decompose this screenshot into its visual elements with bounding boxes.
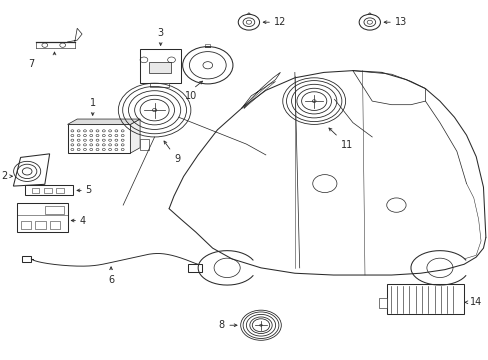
Text: 7: 7 (28, 59, 34, 69)
Bar (140, 49, 181, 83)
Bar (379, 298, 386, 309)
Bar (56, 188, 63, 193)
Text: 10: 10 (184, 91, 197, 101)
Bar (21, 256, 31, 262)
Bar (67, 125, 130, 153)
Text: 2: 2 (1, 171, 7, 181)
Bar (188, 264, 202, 272)
Bar (140, 139, 148, 149)
Text: 9: 9 (174, 154, 180, 164)
Text: 3: 3 (157, 28, 163, 39)
Text: 5: 5 (85, 185, 92, 195)
Circle shape (183, 46, 232, 84)
Text: 4: 4 (80, 216, 85, 225)
Text: 12: 12 (273, 17, 286, 27)
Bar (44, 206, 64, 214)
Bar (386, 284, 463, 315)
Circle shape (238, 14, 259, 30)
Bar (149, 83, 169, 87)
Text: 8: 8 (218, 320, 224, 330)
Circle shape (359, 14, 380, 30)
Text: 13: 13 (394, 17, 407, 27)
Bar (25, 185, 73, 195)
Text: 14: 14 (469, 297, 481, 307)
Bar (44, 188, 51, 193)
Bar (17, 203, 67, 232)
Bar (148, 62, 170, 73)
Bar (35, 221, 46, 229)
Bar (32, 188, 40, 193)
Bar (50, 221, 60, 229)
Text: 11: 11 (340, 140, 352, 150)
Polygon shape (13, 154, 50, 186)
Polygon shape (67, 119, 140, 125)
Polygon shape (130, 119, 140, 153)
Bar (20, 221, 31, 229)
Text: 6: 6 (108, 275, 114, 285)
Text: 1: 1 (89, 98, 96, 108)
